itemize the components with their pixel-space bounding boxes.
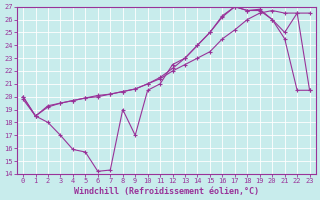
X-axis label: Windchill (Refroidissement éolien,°C): Windchill (Refroidissement éolien,°C) xyxy=(74,187,259,196)
